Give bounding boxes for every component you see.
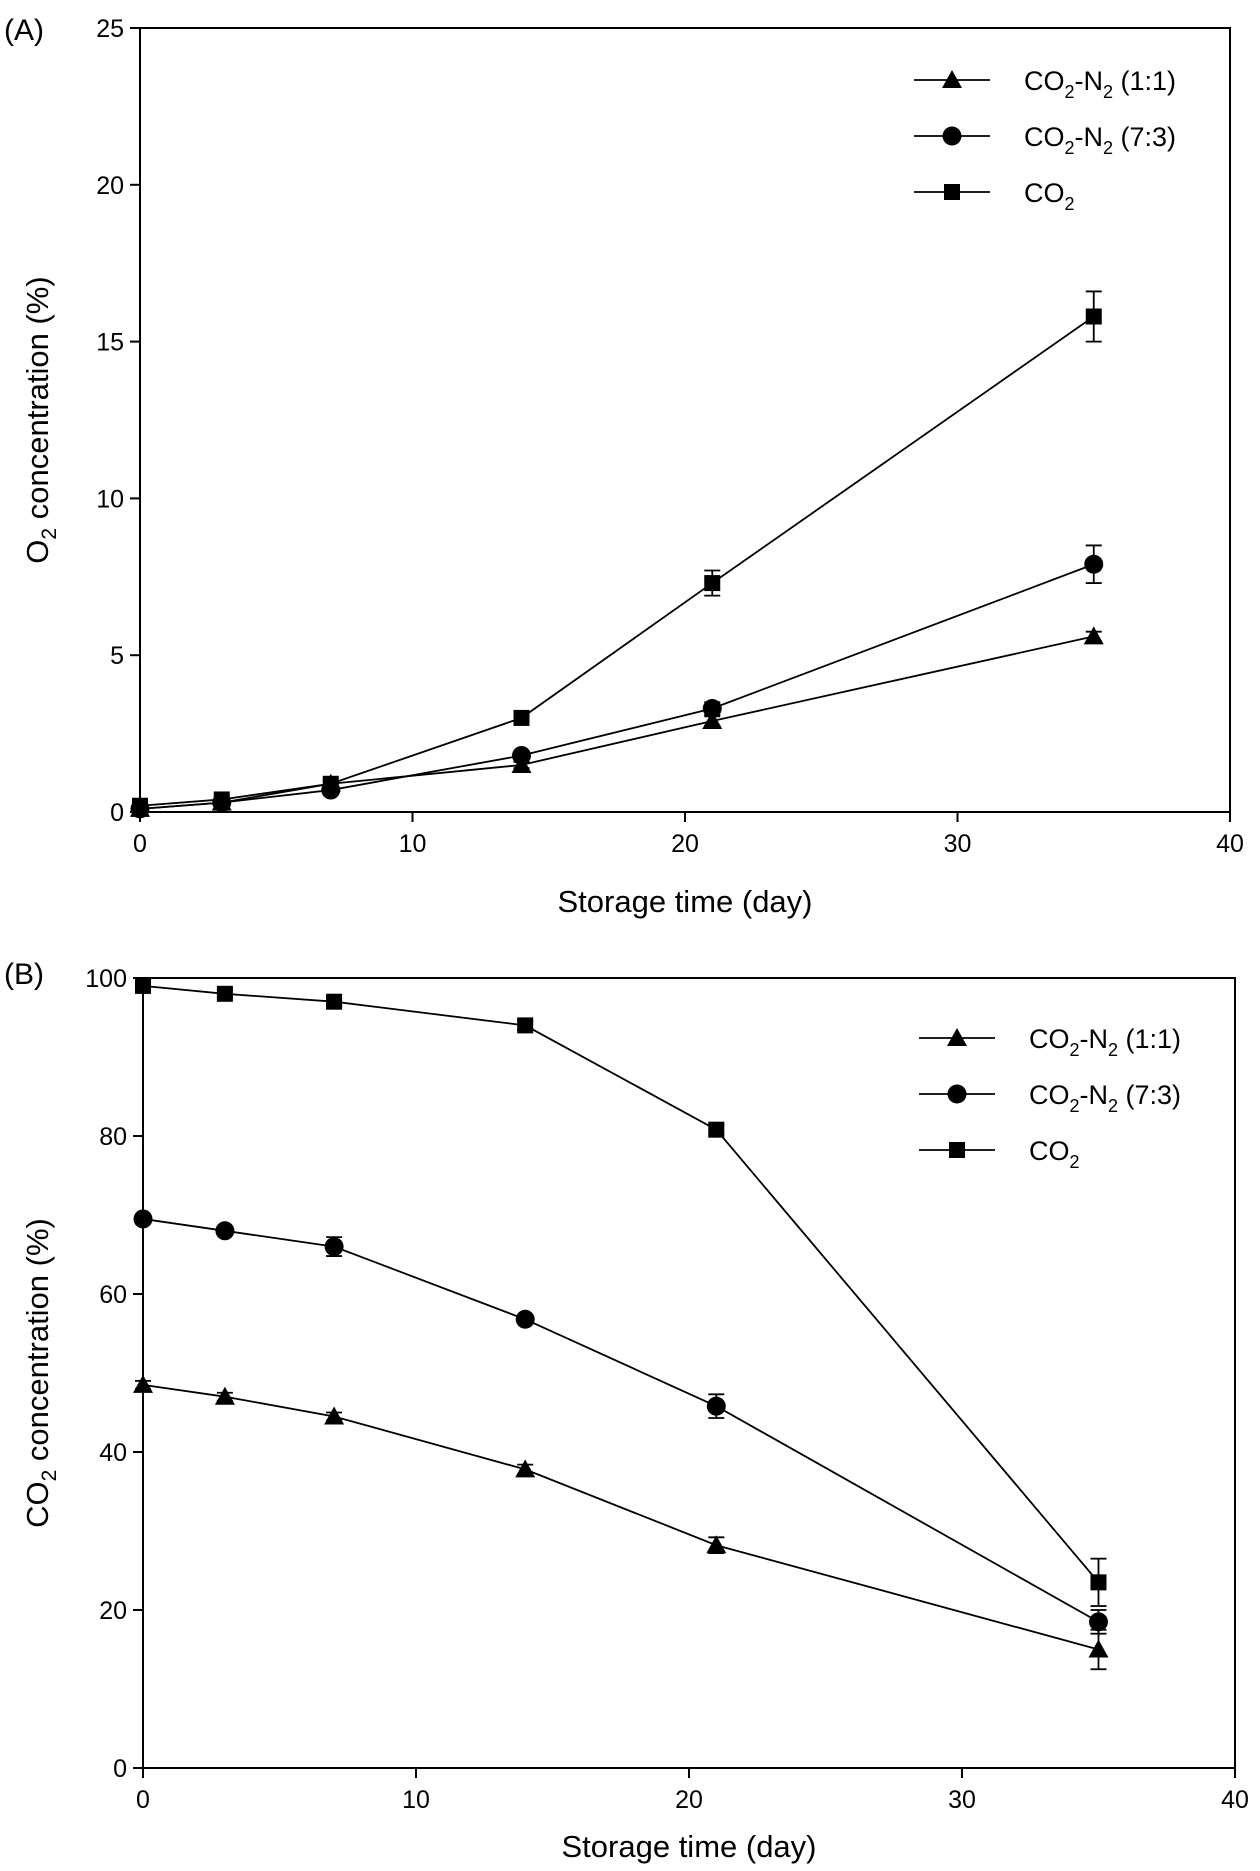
data-point (1085, 308, 1102, 325)
data-point (216, 985, 233, 1002)
series-line (139, 635, 1094, 810)
data-point (135, 977, 151, 994)
legend-marker (949, 1142, 965, 1158)
legend-marker (947, 1084, 967, 1104)
series-square (135, 977, 1107, 1607)
series-triangle (130, 626, 1104, 817)
data-point (704, 575, 721, 592)
legend-label: CO2-N2 (1:1) (1024, 66, 1176, 102)
legend-label: CO2 (1024, 178, 1075, 214)
data-point (326, 993, 343, 1010)
series-square (132, 290, 1102, 814)
data-point (1090, 1574, 1107, 1591)
data-point (702, 711, 723, 730)
data-point (214, 1386, 235, 1405)
legend-entry: CO2-N2 (1:1) (919, 1024, 1181, 1060)
series-circle (133, 1209, 1108, 1635)
y-tick-label: 25 (96, 15, 124, 43)
panel-a: (A) 0 10 20 30 40 0 5 10 15 20 25 Storage time (day)… (4, 14, 1244, 919)
legend-label: CO2-N2 (7:3) (1024, 122, 1176, 158)
data-point (513, 709, 530, 726)
x-tick-label: 30 (948, 1786, 976, 1814)
panel-label: (B) (4, 958, 44, 991)
y-tick-label: 100 (85, 965, 127, 993)
x-tick-label: 30 (944, 830, 972, 858)
panel-b: (B) 0 10 20 30 40 0 20 40 60 80 100 Storage time (da… (4, 958, 1249, 1864)
series-triangle (133, 1374, 1109, 1671)
x-tick-label: 10 (399, 830, 427, 858)
y-tick-label: 15 (96, 329, 124, 357)
y-tick-label: 0 (110, 799, 124, 827)
x-tick-label: 0 (136, 1786, 150, 1814)
series-line (139, 563, 1095, 810)
data-point (324, 1237, 344, 1257)
x-axis-title: Storage time (day) (562, 1829, 817, 1864)
x-tick-label: 20 (675, 1786, 703, 1814)
y-tick-label: 80 (99, 1123, 127, 1151)
data-point (133, 1209, 153, 1229)
data-point (515, 1459, 536, 1478)
y-axis-title: O2 concentration (%) (20, 276, 61, 563)
data-point (324, 1406, 345, 1425)
legend-entry: CO2 (914, 178, 1075, 214)
legend-entry: CO2-N2 (7:3) (919, 1080, 1181, 1116)
x-tick-label: 10 (402, 1786, 430, 1814)
legend-marker (947, 1028, 967, 1046)
data-point (706, 1535, 727, 1554)
legend-label: CO2 (1029, 1136, 1080, 1172)
x-tick-label: 20 (671, 830, 699, 858)
data-point (706, 1396, 726, 1416)
data-point (1088, 1639, 1109, 1658)
y-tick-label: 20 (99, 1597, 127, 1625)
series-line (142, 1383, 1099, 1651)
legend-label: CO2-N2 (1:1) (1029, 1024, 1181, 1060)
data-point (702, 699, 722, 719)
data-point (517, 1017, 534, 1034)
y-tick-label: 5 (110, 642, 124, 670)
data-point (1083, 626, 1104, 645)
data-point (1089, 1612, 1108, 1632)
legend-label: CO2-N2 (7:3) (1029, 1080, 1181, 1116)
series-line (139, 315, 1095, 807)
y-tick-label: 40 (99, 1439, 127, 1467)
x-tick-label: 40 (1216, 830, 1244, 858)
series-line (142, 1218, 1099, 1623)
data-point (708, 1121, 725, 1138)
data-point (322, 775, 339, 792)
x-tick-label: 0 (133, 830, 147, 858)
legend-marker (944, 184, 960, 200)
data-point (132, 797, 148, 814)
series-line (142, 985, 1100, 1583)
y-tick-label: 0 (113, 1755, 127, 1783)
data-point (213, 791, 230, 808)
series-circle (130, 544, 1104, 819)
data-point (515, 1309, 535, 1329)
legend-entry: CO2-N2 (1:1) (914, 66, 1176, 102)
x-tick-label: 40 (1221, 1786, 1249, 1814)
data-point (215, 1221, 235, 1241)
legend-marker (942, 126, 962, 146)
y-axis-title: CO2 concentration (%) (20, 1218, 61, 1528)
legend-entry: CO2-N2 (7:3) (914, 122, 1176, 158)
legend-entry: CO2 (919, 1136, 1080, 1172)
panel-label: (A) (4, 14, 44, 47)
x-axis-title: Storage time (day) (558, 884, 813, 919)
y-tick-label: 60 (99, 1281, 127, 1309)
data-point (512, 746, 531, 766)
data-point (1084, 554, 1104, 574)
y-tick-label: 10 (96, 485, 124, 513)
legend-marker (942, 70, 962, 88)
y-tick-label: 20 (96, 172, 124, 200)
data-point (133, 1374, 153, 1393)
